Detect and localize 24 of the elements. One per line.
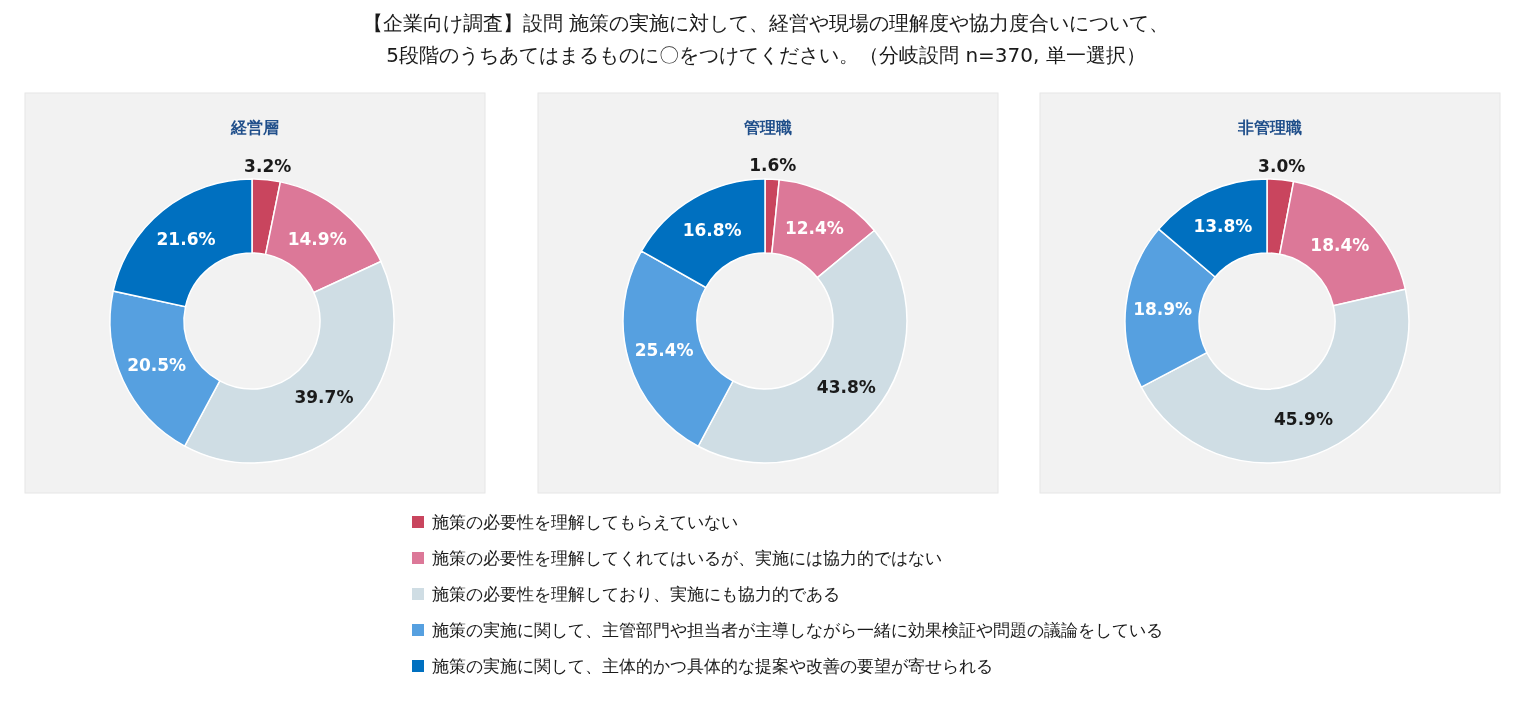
- chart-subtitle: 非管理職: [1237, 118, 1302, 137]
- data-label: 20.5%: [127, 355, 187, 375]
- data-label: 14.9%: [287, 228, 347, 249]
- text: 【企業向け調査】設問 施策の実施に対して、経営や現場の理解度や協力度合いについて、 5段階のうちあてはまるものに〇をつけてください。（分岐設問 n=370, 単一選択）: [362, 11, 1170, 67]
- data-label: 1.6%: [749, 155, 797, 176]
- data-label: 3.2%: [244, 155, 292, 176]
- data-label: 25.4%: [634, 340, 694, 361]
- legend-label: 施策の実施に関して、主管部門や担当者が主導しながら一緒に効果検証や問題の議論をしている: [432, 620, 1163, 640]
- chart-subtitle: 経営層: [230, 118, 279, 137]
- chart-subtitle: 管理職: [743, 118, 792, 137]
- legend-label: 施策の実施に関して、主体的かつ具体的な提案や改善の要望が寄せられる: [432, 656, 993, 676]
- data-label: 45.9%: [1274, 409, 1333, 430]
- legend-label: 施策の必要性を理解しており、実施にも協力的である: [432, 584, 840, 604]
- legend-label: 施策の必要性を理解してもらえていない: [432, 512, 738, 532]
- data-label: 21.6%: [156, 229, 216, 250]
- data-label: 13.8%: [1193, 215, 1253, 236]
- data-label: 39.7%: [294, 387, 354, 408]
- data-label: 12.4%: [784, 218, 844, 239]
- legend-label: 施策の必要性を理解してくれてはいるが、実施には協力的ではない: [432, 548, 942, 568]
- data-label: 3.0%: [1258, 155, 1306, 176]
- data-label: 18.9%: [1133, 299, 1193, 320]
- data-label: 18.4%: [1310, 235, 1370, 256]
- data-label: 16.8%: [682, 220, 742, 241]
- data-label: 43.8%: [816, 377, 876, 398]
